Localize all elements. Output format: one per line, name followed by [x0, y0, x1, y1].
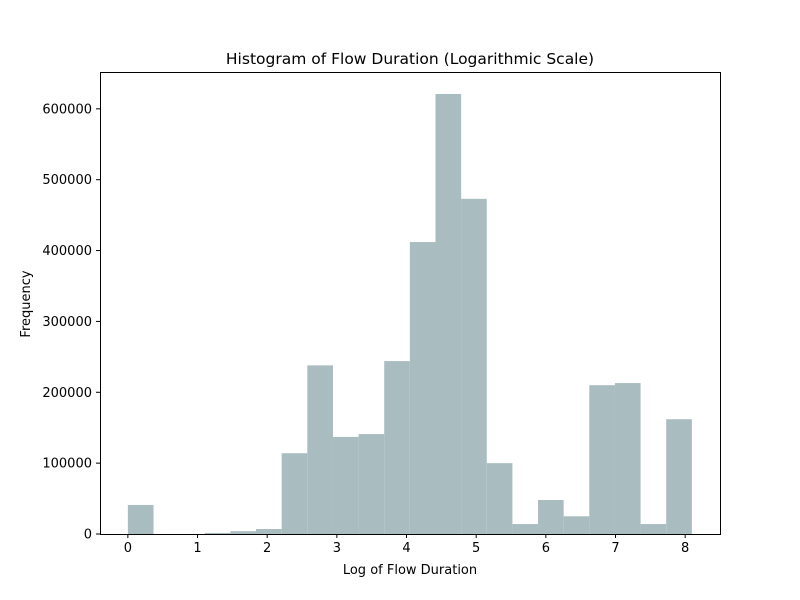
y-axis-ticks: 0 100000 200000 300000 400000 500000 600000 [42, 102, 100, 543]
y-tick-label: 600000 [42, 102, 92, 117]
histogram-bar-7 [307, 365, 333, 534]
histogram-bar-13 [461, 198, 487, 534]
y-tick-label: 0 [84, 528, 92, 543]
histogram-bar-0 [127, 504, 154, 534]
histogram-bar-10 [384, 361, 410, 534]
histogram-bar-15 [512, 524, 539, 534]
histogram-bar-18 [589, 385, 615, 534]
histogram-bar-9 [358, 434, 385, 534]
x-tick-label: 2 [263, 541, 271, 556]
x-tick-label: 0 [124, 541, 132, 556]
x-tick-label: 1 [193, 541, 201, 556]
histogram-bar-12 [435, 93, 462, 534]
x-tick-label: 3 [333, 541, 341, 556]
histogram-bar-19 [614, 383, 641, 534]
histogram-bar-20 [640, 524, 667, 534]
histogram-bar-5 [256, 529, 282, 534]
y-tick-label: 200000 [42, 386, 92, 401]
histogram-bar-14 [486, 463, 513, 534]
x-axis-ticks: 0 1 2 3 4 5 6 7 8 [124, 534, 689, 556]
histogram-bar-17 [563, 516, 590, 534]
x-axis-label: Log of Flow Duration [343, 563, 477, 578]
x-tick-label: 6 [542, 541, 550, 556]
histogram-bar-6 [281, 453, 308, 534]
plot-frame [100, 72, 721, 535]
histogram-bar-8 [332, 436, 359, 534]
histogram-bar-11 [409, 242, 436, 534]
x-tick-label: 7 [611, 541, 619, 556]
y-axis-label: Frequency [19, 270, 34, 337]
x-tick-label: 4 [402, 541, 410, 556]
histogram-bar-4 [230, 531, 257, 534]
bars-group [127, 93, 692, 534]
histogram-bar-3 [204, 532, 231, 534]
y-tick-label: 300000 [42, 315, 92, 330]
y-tick-label: 500000 [42, 173, 92, 188]
y-tick-label: 400000 [42, 244, 92, 259]
y-tick-label: 100000 [42, 457, 92, 472]
histogram-bar-16 [538, 499, 564, 534]
chart-title: Histogram of Flow Duration (Logarithmic … [226, 50, 594, 68]
histogram-bar-21 [666, 419, 692, 534]
x-tick-label: 5 [472, 541, 480, 556]
x-tick-label: 8 [681, 541, 689, 556]
